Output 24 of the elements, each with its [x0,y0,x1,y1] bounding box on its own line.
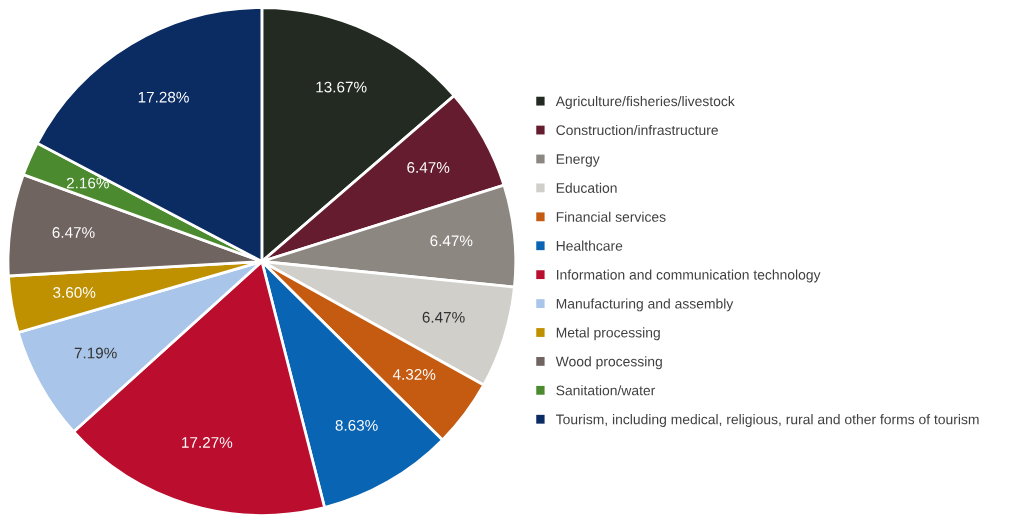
legend-label: Education [556,182,617,193]
legend-label: Information and communication technology [556,269,821,283]
data-label: 6.47% [52,227,95,238]
data-label: 8.63% [335,419,378,431]
legend-label: Agriculture/fisheries/livestock [555,95,735,109]
legend-label: Metal processing [556,327,660,341]
legend-label: Sanitation/water [556,385,656,396]
legend-label: Construction/infrastructure [556,124,718,136]
data-label: 3.60% [53,287,96,298]
legend-label: Energy [556,154,600,167]
legend-label: Manufacturing and assembly [556,298,734,312]
data-label: 6.47% [430,235,473,247]
data-label: 2.16% [66,177,109,189]
data-label: 7.19% [74,347,117,359]
legend-label: Healthcare [556,240,623,251]
data-label: 17.28% [138,91,189,103]
data-label: 6.47% [422,311,465,323]
data-label: 6.47% [407,162,450,173]
data-label: 4.32% [392,369,436,380]
legend-label: Financial services [556,211,666,222]
data-label: 13.67% [316,81,367,93]
legend-label: Tourism, including medical, religious, rural and other forms of tourism [556,414,979,428]
legend-label: Wood processing [555,356,662,370]
data-label: 17.27% [182,437,233,448]
